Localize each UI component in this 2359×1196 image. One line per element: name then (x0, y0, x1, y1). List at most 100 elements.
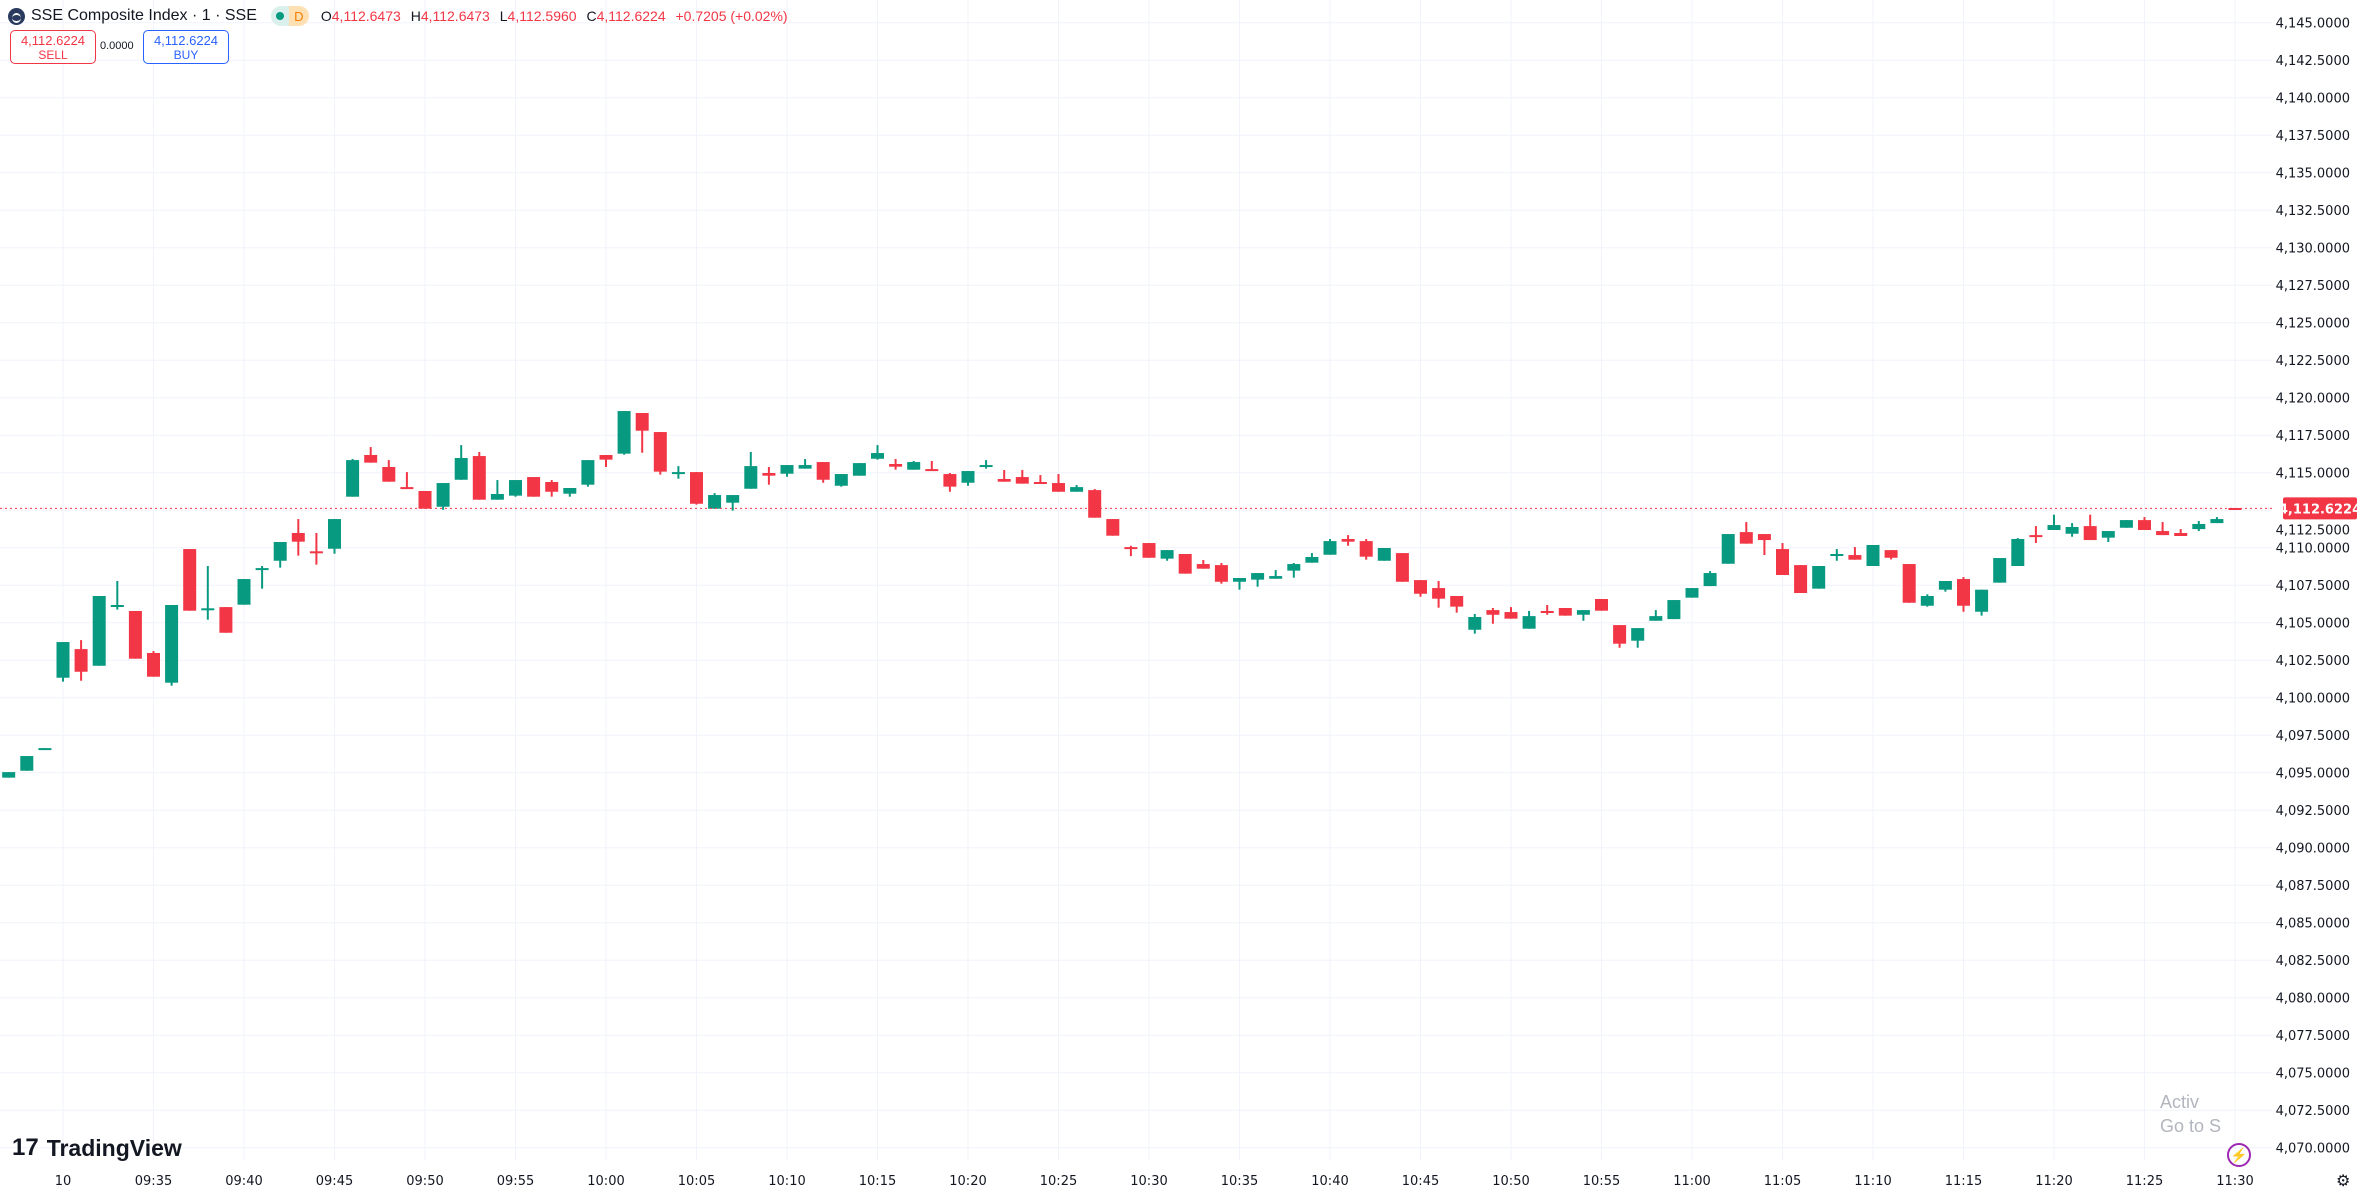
candle (509, 480, 522, 497)
candle-body (1866, 545, 1880, 566)
candle-body (183, 549, 197, 611)
candle (599, 455, 613, 467)
candle-body (2101, 531, 2115, 538)
price-tick-label: 4,105.0000 (2276, 617, 2350, 632)
time-tick-label: 10:05 (678, 1174, 715, 1189)
candle (617, 411, 631, 455)
candle-body (237, 579, 251, 605)
candle (1848, 547, 1862, 560)
candle (1667, 600, 1681, 620)
candle (74, 640, 88, 681)
candle-body (1052, 483, 1065, 492)
candle (2210, 517, 2224, 524)
candle (2029, 526, 2043, 544)
candle-body (1287, 564, 1301, 571)
price-tick-label: 4,125.0000 (2276, 317, 2350, 332)
candle (979, 460, 993, 469)
price-axis[interactable]: 4,145.0000 4,142.5000 4,140.0000 4,137.5000… (2276, 17, 2350, 1157)
candle-body (1395, 553, 1409, 582)
last-price-line: 4,112.6224 (0, 497, 2359, 520)
tradingview-logo[interactable]: 17 TradingView (12, 1134, 182, 1162)
time-tick-label: 11:00 (1673, 1174, 1710, 1189)
candle (1866, 545, 1880, 566)
price-tick-label: 4,082.5000 (2276, 954, 2350, 969)
sell-label: SELL (38, 48, 68, 62)
candle (961, 471, 975, 486)
lightning-icon[interactable]: ⚡ (2227, 1143, 2251, 1167)
price-tick-label: 4,092.5000 (2276, 804, 2350, 819)
candle-body (599, 455, 613, 460)
prior-session-candle (38, 748, 52, 751)
symbol-title[interactable]: SSE Composite Index · 1 · SSE (31, 7, 257, 24)
candle (1341, 535, 1355, 546)
candle (1884, 550, 1898, 560)
time-tick-label: 10:25 (1040, 1174, 1077, 1189)
low-label: L (499, 8, 508, 24)
candle (1214, 563, 1228, 584)
candle-body (273, 542, 287, 561)
candle-body (291, 533, 305, 542)
candle-body (744, 466, 758, 489)
candle-body (309, 551, 323, 554)
candle-body (346, 460, 360, 497)
candle-body (1558, 608, 1572, 616)
candle-body (2138, 520, 2151, 530)
candle (1287, 563, 1301, 578)
candle-body (563, 488, 577, 494)
candle-body (328, 519, 341, 549)
time-tick-label: 11:10 (1854, 1174, 1891, 1189)
candle (1106, 519, 1120, 536)
legend-header: SSE Composite Index · 1 · SSE D O4,112.6… (8, 4, 794, 28)
status-badges[interactable]: D (270, 6, 309, 26)
candle-body (1450, 596, 1464, 607)
gear-icon[interactable]: ⚙ (2336, 1173, 2351, 1190)
candle (1178, 554, 1192, 574)
candle-body (1938, 581, 1952, 590)
sell-button[interactable]: 4,112.6224 SELL (10, 30, 96, 64)
candle-body (1595, 599, 1608, 611)
candle (1233, 578, 1246, 590)
price-tick-label: 4,080.0000 (2276, 992, 2350, 1007)
candle (1269, 570, 1283, 579)
buy-button[interactable]: 4,112.6224 BUY (143, 30, 229, 64)
price-tick-label: 4,075.0000 (2276, 1067, 2350, 1082)
candle (1540, 605, 1554, 615)
sell-price: 4,112.6224 (20, 33, 86, 48)
candle (834, 474, 848, 487)
candle (201, 566, 215, 620)
candle (1812, 566, 1826, 589)
candle (2065, 523, 2079, 537)
candle (1576, 610, 1590, 621)
candle (708, 493, 722, 509)
candle-body (762, 473, 776, 476)
candle (762, 467, 776, 485)
candle (1938, 581, 1952, 592)
price-tick-label: 4,142.5000 (2276, 54, 2350, 69)
candle (2192, 521, 2206, 532)
candle-body (1305, 557, 1319, 563)
candle-body (1540, 611, 1554, 613)
candle (1776, 543, 1789, 575)
candle (2156, 522, 2170, 536)
price-tick-label: 4,130.0000 (2276, 242, 2350, 257)
time-tick-label: 10:50 (1492, 1174, 1529, 1189)
candle-body (110, 605, 124, 607)
candle (273, 542, 287, 568)
candle-body (943, 474, 957, 487)
time-axis[interactable]: 10 09:35 09:40 09:45 09:50 09:55 10:00 10:05 10:… (55, 1174, 2254, 1189)
candle (1685, 588, 1699, 598)
time-tick-label: 09:45 (316, 1174, 353, 1189)
candle (1033, 475, 1047, 484)
price-tick-label: 4,110.0000 (2276, 542, 2350, 557)
candle-body (147, 653, 160, 677)
candle (527, 477, 541, 497)
candle (2083, 514, 2097, 541)
candle (1251, 573, 1265, 587)
candle-body (1359, 541, 1373, 557)
candle (400, 472, 414, 490)
candle-body (690, 472, 703, 504)
candle-body (798, 465, 812, 469)
candle-body (509, 480, 522, 496)
price-tick-label: 4,090.0000 (2276, 842, 2350, 857)
